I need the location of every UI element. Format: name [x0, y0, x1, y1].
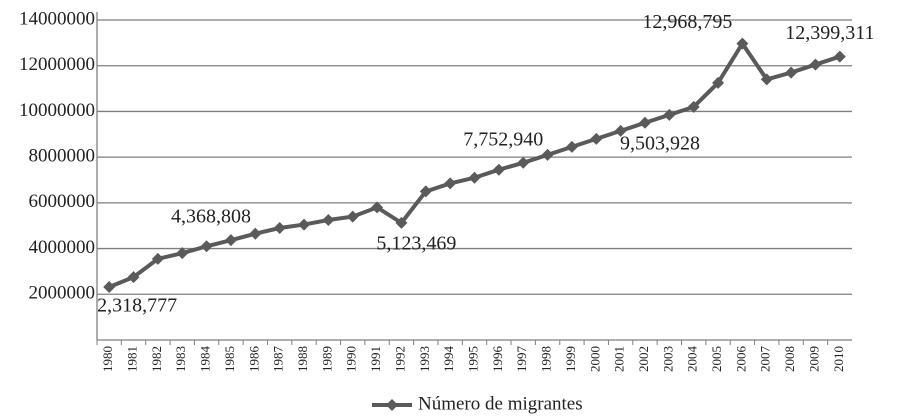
- marker: [663, 108, 676, 121]
- marker: [444, 177, 457, 190]
- x-tick-label: 2003: [660, 346, 675, 372]
- x-tick-label: 1990: [344, 346, 359, 372]
- marker: [565, 140, 578, 153]
- x-tick-label: 1992: [392, 346, 407, 372]
- marker: [127, 271, 140, 284]
- x-tick-label: 1996: [490, 346, 505, 373]
- x-tick-label: 1989: [319, 346, 334, 372]
- marker: [395, 216, 408, 229]
- marker: [712, 76, 725, 89]
- marker: [298, 218, 311, 231]
- marker: [517, 156, 530, 169]
- y-tick-label: 6000000: [29, 191, 96, 212]
- x-tick-label: 1987: [271, 346, 286, 373]
- x-tick-label: 2001: [612, 346, 627, 372]
- data-label: 12,968,795: [642, 11, 732, 33]
- x-tick-label: 2004: [685, 346, 700, 373]
- x-tick-label: 1999: [563, 346, 578, 372]
- marker: [224, 234, 237, 247]
- y-tick-label: 14000000: [19, 8, 95, 29]
- x-tick-label: 2006: [733, 346, 748, 373]
- data-label: 4,368,808: [171, 206, 251, 228]
- x-tick-label: 1991: [368, 346, 383, 372]
- x-tick-label: 2008: [782, 346, 797, 372]
- marker: [809, 58, 822, 71]
- data-label: 7,752,940: [463, 128, 543, 150]
- marker: [322, 214, 335, 226]
- marker: [468, 171, 481, 184]
- data-label: 2,318,777: [97, 295, 177, 317]
- x-tick-label: 1997: [514, 346, 529, 373]
- marker: [541, 148, 554, 161]
- x-tick-label: 1980: [100, 346, 115, 372]
- x-tick-label: 1986: [246, 346, 261, 373]
- x-tick-label: 1983: [173, 346, 188, 372]
- marker: [590, 132, 603, 145]
- data-label: 5,123,469: [376, 232, 456, 254]
- marker: [785, 66, 798, 79]
- legend-label: Número de migrantes: [418, 393, 583, 414]
- x-tick-label: 2005: [709, 346, 724, 372]
- x-tick-label: 1982: [149, 346, 164, 372]
- marker: [371, 201, 384, 214]
- x-tick-label: 2009: [806, 346, 821, 372]
- x-tick-label: 1984: [198, 346, 213, 373]
- marker: [176, 247, 189, 260]
- x-tick-label: 2002: [636, 346, 651, 372]
- x-tick-label: 1995: [465, 346, 480, 372]
- x-tick-label: 1994: [441, 346, 456, 373]
- marker: [760, 73, 773, 86]
- series-line: [108, 39, 841, 289]
- marker: [736, 37, 749, 50]
- y-tick-label: 2000000: [29, 283, 96, 304]
- data-label: 9,503,928: [620, 132, 700, 154]
- marker: [833, 50, 846, 63]
- marker: [249, 227, 262, 240]
- legend-marker: [386, 399, 398, 411]
- marker: [200, 240, 213, 253]
- x-tick-label: 2010: [831, 346, 846, 372]
- x-tick-label: 1981: [125, 346, 140, 372]
- marker: [103, 280, 116, 293]
- x-tick-label: 1985: [222, 346, 237, 372]
- marker: [638, 116, 651, 129]
- x-tick-label: 1988: [295, 346, 310, 372]
- y-tick-label: 10000000: [19, 100, 95, 121]
- data-label: 12,399,311: [785, 22, 874, 44]
- marker: [151, 252, 164, 265]
- y-tick-label: 12000000: [19, 54, 95, 75]
- x-tick-label: 1998: [539, 346, 554, 372]
- marker: [687, 100, 700, 113]
- marker: [614, 124, 627, 137]
- x-tick-label: 2000: [587, 346, 602, 372]
- marker: [273, 222, 286, 234]
- y-tick-label: 4000000: [29, 237, 96, 258]
- x-tick-label: 2007: [758, 346, 773, 373]
- marker: [419, 185, 432, 198]
- y-tick-label: 8000000: [29, 146, 96, 167]
- x-tick-label: 1993: [417, 346, 432, 372]
- marker: [346, 210, 359, 223]
- marker: [492, 163, 505, 176]
